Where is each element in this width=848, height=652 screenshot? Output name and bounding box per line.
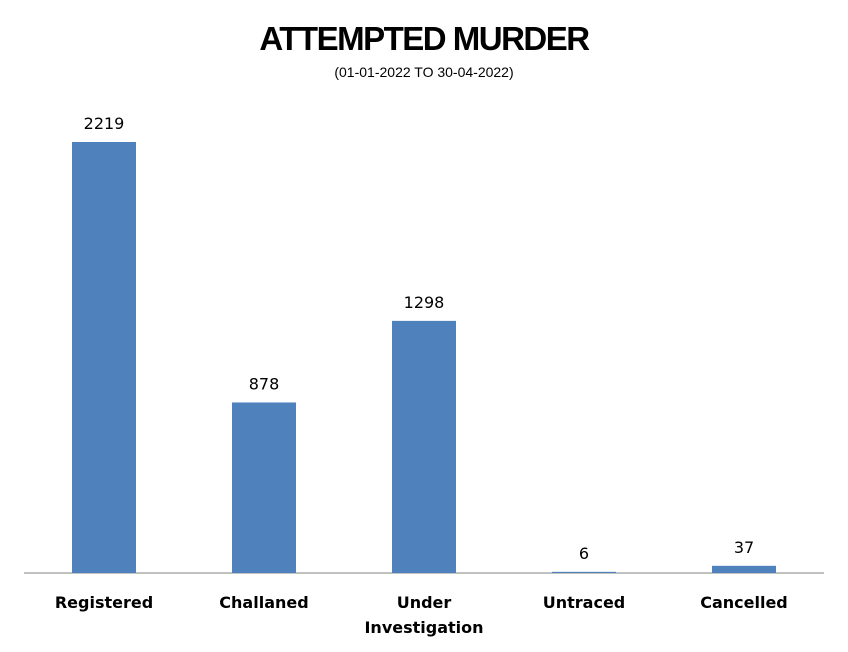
bars-group bbox=[72, 142, 776, 573]
x-tick-label: Cancelled bbox=[700, 593, 788, 612]
x-tick-label-line: Challaned bbox=[219, 593, 308, 612]
x-tick-label: Under Investigation bbox=[364, 593, 483, 637]
bar-cancelled bbox=[712, 565, 776, 573]
x-tick-label-line: Untraced bbox=[543, 593, 626, 612]
x-tick-label: Untraced bbox=[543, 593, 626, 612]
data-label: 6 bbox=[579, 544, 589, 563]
chart-title: ATTEMPTED MURDER bbox=[259, 20, 590, 57]
data-label: 2219 bbox=[84, 114, 125, 133]
x-tick-label: Registered bbox=[55, 593, 153, 612]
x-tick-label-line: Registered bbox=[55, 593, 153, 612]
bar-registered bbox=[72, 142, 136, 573]
bar-challaned bbox=[232, 402, 296, 573]
labels-group: 2219 Registered 878 Challaned 1298 Under Inves… bbox=[55, 114, 788, 637]
x-tick-label-line: Under bbox=[397, 593, 452, 612]
data-label: 37 bbox=[734, 538, 754, 557]
chart-subtitle: (01-01-2022 TO 30-04-2022) bbox=[334, 64, 514, 80]
bar-under-investigation bbox=[392, 320, 456, 573]
x-tick-label: Challaned bbox=[219, 593, 308, 612]
x-tick-label-line: Investigation bbox=[364, 618, 483, 637]
x-tick-label-line: Cancelled bbox=[700, 593, 788, 612]
data-label: 878 bbox=[249, 374, 280, 393]
data-label: 1298 bbox=[404, 293, 445, 312]
bar-untraced bbox=[552, 571, 616, 573]
